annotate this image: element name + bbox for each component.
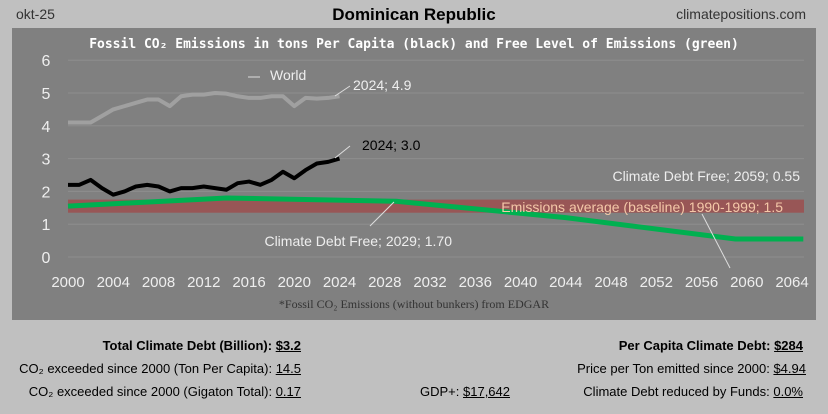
x-tick-label: 2008 [142,274,175,291]
x-tick-label: 2052 [640,274,673,291]
footnote: *Fossil CO₂ Emissions (without bunkers) … [279,297,549,311]
leader-line [334,145,351,159]
world-end-label: 2024; 4.9 [353,77,412,93]
x-tick-label: 2036 [459,274,492,291]
chart-svg: Fossil CO₂ Emissions in tons Per Capita … [42,37,809,311]
country-end-label: 2024; 3.0 [362,137,421,153]
leader-line [369,201,395,227]
date-label: okt-25 [16,6,55,22]
y-tick-label: 3 [42,152,51,169]
x-tick-label: 2056 [685,274,718,291]
y-tick-label: 2 [42,184,51,201]
world-line [68,91,340,125]
exceeded-gigaton: CO₂ exceeded since 2000 (Gigaton Total):… [28,384,301,399]
x-tick-label: 2004 [97,274,130,291]
x-tick-label: 2028 [368,274,401,291]
per-capita-debt: Per Capita Climate Debt: $284 [618,338,803,353]
x-tick-label: 2024 [323,274,356,291]
leader-line [334,85,351,97]
chart-title: Fossil CO₂ Emissions in tons Per Capita … [89,37,739,52]
world-label: World [270,67,306,83]
free-2059-label: Climate Debt Free; 2059; 0.55 [612,168,800,184]
y-tick-label: 1 [42,217,51,234]
y-tick-label: 0 [42,250,51,267]
chart-area: Fossil CO₂ Emissions in tons Per Capita … [12,28,816,320]
free-2029-label: Climate Debt Free; 2029; 1.70 [264,233,452,249]
total-debt: Total Climate Debt (Billion): $3.2 [102,338,301,353]
x-tick-label: 2040 [504,274,537,291]
x-tick-label: 2020 [278,274,311,291]
free-level-line [67,195,804,242]
x-tick-label: 2032 [413,274,446,291]
y-tick-label: 4 [42,119,51,136]
leader-line [701,213,731,269]
x-tick-label: 2064 [775,274,808,291]
y-tick-label: 6 [42,53,51,70]
x-tick-label: 2012 [187,274,220,291]
country-line [68,156,341,197]
y-tick-label: 5 [42,86,51,103]
baseline-label: Emissions average (baseline) 1990-1999; … [501,199,783,215]
x-tick-label: 2048 [594,274,627,291]
page-title: Dominican Republic [332,5,496,24]
price-per-ton: Price per Ton emitted since 2000: $4.94 [577,361,806,376]
exceeded-per-capita: CO₂ exceeded since 2000 (Ton Per Capita)… [19,361,301,376]
x-tick-label: 2044 [549,274,582,291]
funds-reduction: Climate Debt reduced by Funds: 0.0% [583,384,803,399]
x-tick-label: 2000 [51,274,84,291]
gdp: GDP+: $17,642 [420,384,510,399]
x-tick-label: 2016 [232,274,265,291]
site-label: climatepositions.com [676,6,806,22]
x-tick-label: 2060 [730,274,763,291]
